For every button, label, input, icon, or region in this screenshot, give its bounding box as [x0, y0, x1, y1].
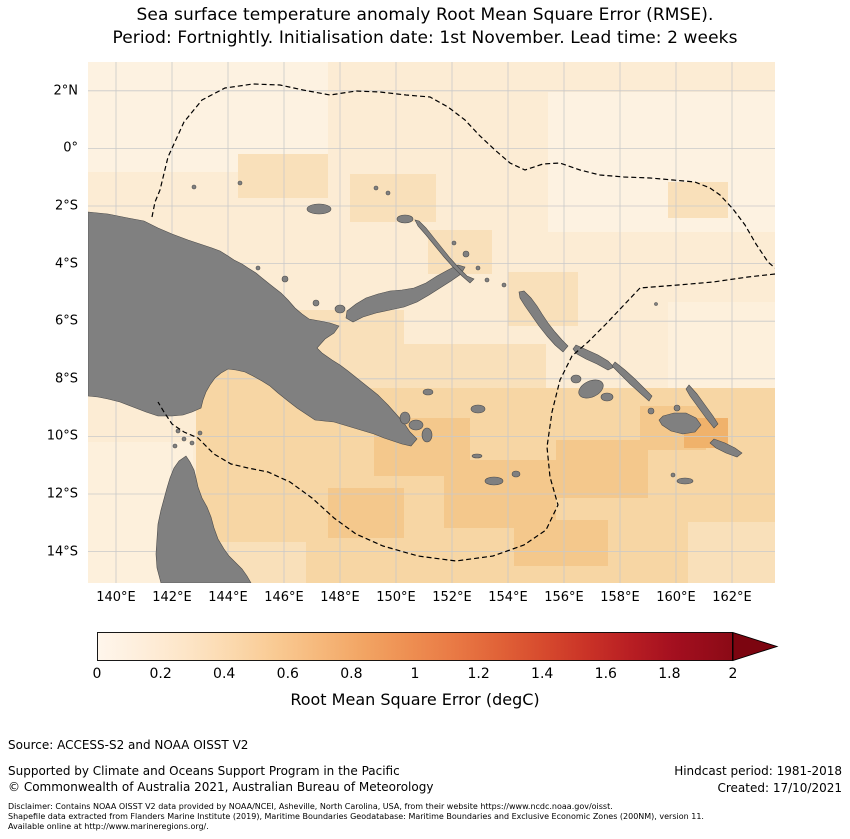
eez-boundary [151, 83, 775, 562]
land-guadalcanal [658, 412, 702, 435]
land-umboi [334, 304, 346, 314]
y-tick-label: 0° [63, 140, 78, 156]
colorbar-extend-arrow [732, 631, 779, 662]
colorbar [97, 631, 787, 662]
land-goodenough [399, 411, 411, 425]
disclaimer-text: Disclaimer: Contains NOAA OISST V2 data … [8, 802, 704, 832]
land-makira [709, 438, 743, 458]
land-rennell [676, 477, 694, 485]
y-tick-label: 2°S [54, 198, 78, 214]
colorbar-tick-label: 1.2 [467, 666, 490, 682]
x-tick-label: 144°E [208, 590, 248, 605]
x-tick-label: 142°E [152, 590, 192, 605]
land-rossel [511, 470, 521, 478]
land-santa-isabel [611, 361, 653, 402]
x-tick-label: 140°E [96, 590, 136, 605]
x-tick-label: 160°E [656, 590, 696, 605]
source-text: Source: ACCESS-S2 and NOAA OISST V2 [8, 738, 249, 752]
colorbar-tick-label: 0 [92, 666, 102, 682]
copyright-text: © Commonwealth of Australia 2021, Austra… [8, 780, 434, 794]
land-russell [647, 407, 655, 415]
y-tick-label: 8°S [54, 371, 78, 387]
y-tick-label: 14°S [46, 544, 78, 560]
y-tick-label: 12°S [46, 486, 78, 502]
y-axis-ticks: 2°N 0° 2°S 4°S 6°S 8°S 10°S 12°S 14°S [0, 62, 82, 583]
disclaimer-line-2: Shapefile data extracted from Flanders M… [8, 812, 704, 821]
supported-by-text: Supported by Climate and Oceans Support … [8, 764, 400, 778]
x-tick-label: 146°E [264, 590, 304, 605]
colorbar-tick-label: 1.8 [658, 666, 681, 682]
land-bougainville [518, 290, 569, 353]
y-tick-label: 4°S [54, 256, 78, 272]
disclaimer-line-1: Disclaimer: Contains NOAA OISST V2 data … [8, 802, 613, 811]
land-new-britain [345, 264, 466, 323]
land-long-island [312, 299, 320, 307]
land-australia-cape-york [155, 455, 252, 583]
land-woodlark [470, 404, 486, 414]
colorbar-tick-label: 0.6 [276, 666, 299, 682]
land-misima [471, 453, 483, 459]
land-new-guinea [88, 211, 418, 447]
colorbar-ticks: 0 0.2 0.4 0.6 0.8 1 1.2 1.4 1.6 1.8 2 [93, 666, 784, 684]
colorbar-tick-label: 0.4 [213, 666, 236, 682]
colorbar-tick-label: 1.6 [594, 666, 617, 682]
created-date-text: Created: 17/10/2021 [717, 781, 842, 795]
land-malaita [685, 384, 719, 429]
land-normanby [421, 427, 433, 443]
land-fergusson [408, 419, 424, 431]
land-karkar [281, 275, 289, 283]
y-tick-label: 2°N [53, 83, 79, 99]
colorbar-gradient [97, 632, 733, 661]
land-florida [673, 404, 681, 412]
land-tagula [484, 476, 504, 486]
x-tick-label: 148°E [320, 590, 360, 605]
x-tick-label: 162°E [712, 590, 752, 605]
title-line-1: Sea surface temperature anomaly Root Mea… [136, 5, 714, 25]
map-canvas [88, 62, 775, 583]
disclaimer-line-3: Available online at http://www.marinereg… [8, 822, 209, 831]
colorbar-tick-label: 0.8 [340, 666, 363, 682]
colorbar-tick-label: 1 [410, 666, 420, 682]
y-tick-label: 10°S [46, 428, 78, 444]
land-manus [306, 203, 332, 215]
x-axis-ticks: 140°E 142°E 144°E 146°E 148°E 150°E 152°E 154°E… [88, 590, 775, 610]
land-new-hanover [396, 214, 414, 224]
colorbar-tick-label: 1.4 [531, 666, 554, 682]
x-tick-label: 150°E [376, 590, 416, 605]
colorbar-tick-label: 0.2 [149, 666, 172, 682]
hindcast-period-text: Hindcast period: 1981-2018 [674, 764, 842, 778]
title-line-2: Period: Fortnightly. Initialisation date… [112, 28, 738, 48]
land-torres-strait-islands [175, 428, 181, 434]
x-tick-label: 154°E [488, 590, 528, 605]
land [88, 180, 743, 583]
x-tick-label: 152°E [432, 590, 472, 605]
x-tick-label: 156°E [544, 590, 584, 605]
x-tick-label: 158°E [600, 590, 640, 605]
colorbar-label: Root Mean Square Error (degC) [290, 690, 540, 709]
colorbar-tick-label: 2 [728, 666, 738, 682]
y-tick-label: 6°S [54, 313, 78, 329]
land-new-ireland [414, 219, 475, 284]
land-new-georgia [578, 379, 604, 399]
land-trobriand [422, 388, 434, 396]
